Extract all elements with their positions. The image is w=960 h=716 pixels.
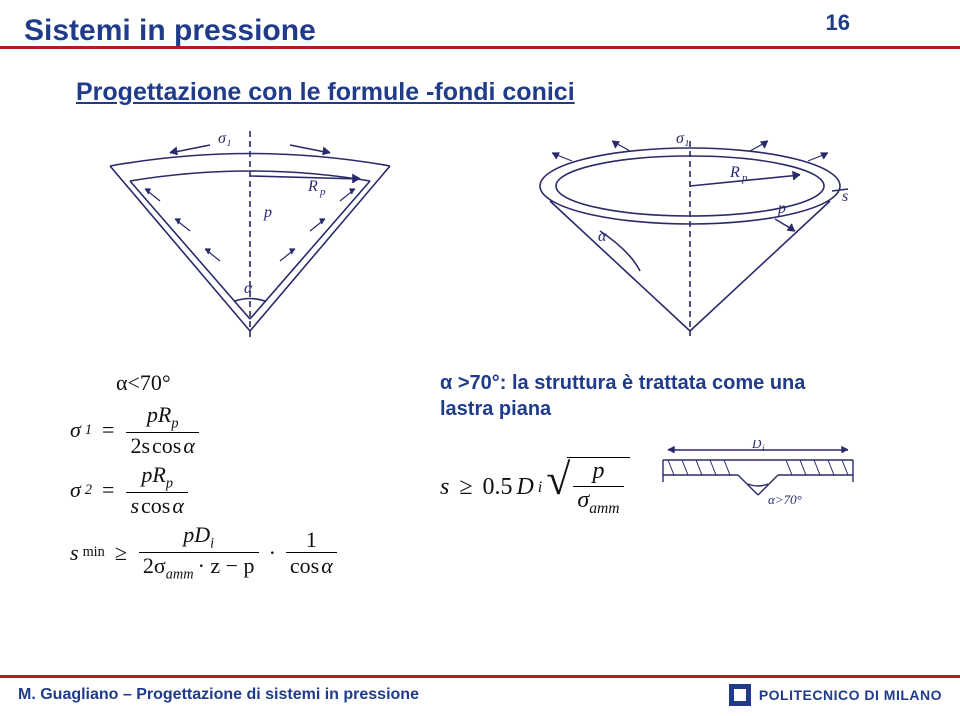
eq3-f1-num: pD bbox=[183, 522, 210, 547]
polimi-logo: POLITECNICO DI MILANO bbox=[729, 684, 942, 706]
eq3-f2-den-b: α bbox=[321, 553, 333, 578]
right-column: α >70°: la struttura è trattata come una… bbox=[440, 370, 910, 587]
sp-D: D bbox=[517, 474, 534, 501]
sigma2-sub: 2 bbox=[85, 482, 92, 499]
svg-text:R: R bbox=[307, 178, 318, 195]
svg-text:σ₁: σ₁ bbox=[676, 131, 689, 147]
sp-sqrt-den-sub: amm bbox=[589, 500, 619, 517]
cone-perspective-diagram: σ₁ α Rp p s bbox=[480, 131, 860, 346]
eq1-frac: pRp 2scosα bbox=[126, 402, 198, 458]
sp-sqrt-den-sym: σ bbox=[577, 487, 589, 513]
eq3-frac2: 1 cosα bbox=[286, 527, 337, 579]
eq2-den-a: s bbox=[130, 493, 139, 518]
smin-sub: min bbox=[83, 544, 105, 561]
eq-sigma1: σ1 = pRp 2scosα bbox=[70, 402, 400, 458]
smin-sym: s bbox=[70, 540, 79, 566]
page-number: 16 bbox=[826, 10, 850, 36]
sp-sqrt-frac: p σamm bbox=[573, 458, 623, 517]
eq-splate: s ≥ 0.5Di √ p σamm bbox=[440, 457, 630, 517]
svg-text:p: p bbox=[777, 200, 786, 217]
sp-op: ≥ bbox=[459, 474, 472, 501]
flat-plate-diagram: Di α>70° bbox=[648, 440, 868, 535]
svg-text:σ₁: σ₁ bbox=[218, 131, 231, 147]
eq2-den-c: α bbox=[172, 493, 184, 518]
sp-sym: s bbox=[440, 474, 449, 501]
sigma1-sym: σ bbox=[70, 417, 81, 443]
eq1-den-c: α bbox=[183, 433, 195, 458]
svg-text:α: α bbox=[244, 280, 253, 297]
eq3-f2-den-a: cos bbox=[290, 553, 319, 578]
eq3-f2-num: 1 bbox=[286, 527, 337, 553]
eq3-frac1: pDi 2σamm· z − p bbox=[139, 522, 259, 583]
eq1-num: pR bbox=[147, 402, 171, 427]
footer: M. Guagliano – Progettazione di sistemi … bbox=[0, 675, 960, 716]
eq3-f1-den-b: · z − p bbox=[198, 553, 255, 578]
svg-text:s: s bbox=[842, 188, 848, 205]
eq3-f1-den-a: 2σ bbox=[143, 553, 166, 578]
svg-text:i: i bbox=[762, 443, 765, 453]
right-formula-row: s ≥ 0.5Di √ p σamm bbox=[440, 440, 910, 535]
logo-icon bbox=[729, 684, 751, 706]
eq1-den-b: cos bbox=[152, 433, 181, 458]
logo-text: POLITECNICO DI MILANO bbox=[759, 687, 942, 703]
svg-text:p: p bbox=[741, 172, 748, 184]
svg-text:α>70°: α>70° bbox=[768, 492, 802, 507]
right-cond-line1: α >70°: la struttura è trattata come una bbox=[440, 372, 805, 394]
sigma2-sym: σ bbox=[70, 477, 81, 503]
svg-text:p: p bbox=[263, 204, 272, 221]
svg-text:p: p bbox=[319, 186, 326, 198]
eq2-frac: pRp scosα bbox=[126, 462, 187, 518]
separator-top bbox=[0, 46, 960, 49]
left-formulas: α<70° σ1 = pRp 2scosα σ2 = pRp scosα smi… bbox=[70, 370, 400, 587]
alpha-condition-left: α<70° bbox=[116, 370, 400, 396]
subtitle: Progettazione con le formule -fondi coni… bbox=[76, 78, 960, 107]
header: Sistemi in pressione 16 bbox=[0, 0, 960, 52]
svg-text:R: R bbox=[729, 164, 740, 181]
eq2-den-b: cos bbox=[141, 493, 170, 518]
eq-sigma2: σ2 = pRp scosα bbox=[70, 462, 400, 518]
eq-smin: smin ≥ pDi 2σamm· z − p · 1 cosα bbox=[70, 522, 400, 583]
right-cond-line2: lastra piana bbox=[440, 398, 551, 420]
sigma1-sub: 1 bbox=[85, 422, 92, 439]
eq1-num-sub: p bbox=[171, 415, 178, 431]
eq1-op: = bbox=[102, 417, 114, 443]
sp-sqrt-num: p bbox=[592, 458, 604, 484]
eq2-num-sub: p bbox=[166, 476, 173, 492]
sp-Dsub: i bbox=[538, 479, 542, 497]
svg-text:α: α bbox=[598, 228, 607, 245]
sp-coeff: 0.5 bbox=[483, 474, 513, 501]
footer-bar: M. Guagliano – Progettazione di sistemi … bbox=[0, 678, 960, 716]
sp-sqrt: √ p σamm bbox=[546, 457, 629, 517]
eq1-den-a: 2s bbox=[130, 433, 150, 458]
cone-section-diagram: σ₁ p Rp α bbox=[60, 131, 440, 346]
diagrams-row: σ₁ p Rp α bbox=[60, 131, 960, 346]
eq3-dot: · bbox=[269, 540, 276, 566]
footer-text: M. Guagliano – Progettazione di sistemi … bbox=[18, 686, 419, 704]
eq2-op: = bbox=[102, 477, 114, 503]
eq3-f1-den-sub: amm bbox=[166, 566, 194, 582]
page-title: Sistemi in pressione bbox=[24, 14, 936, 48]
eq2-num: pR bbox=[141, 462, 165, 487]
content-row: α<70° σ1 = pRp 2scosα σ2 = pRp scosα smi… bbox=[70, 370, 960, 587]
eq3-op: ≥ bbox=[115, 540, 127, 566]
svg-text:D: D bbox=[751, 440, 762, 451]
alpha-condition-right: α >70°: la struttura è trattata come una… bbox=[440, 370, 910, 422]
eq3-f1-num-sub: i bbox=[210, 536, 214, 552]
